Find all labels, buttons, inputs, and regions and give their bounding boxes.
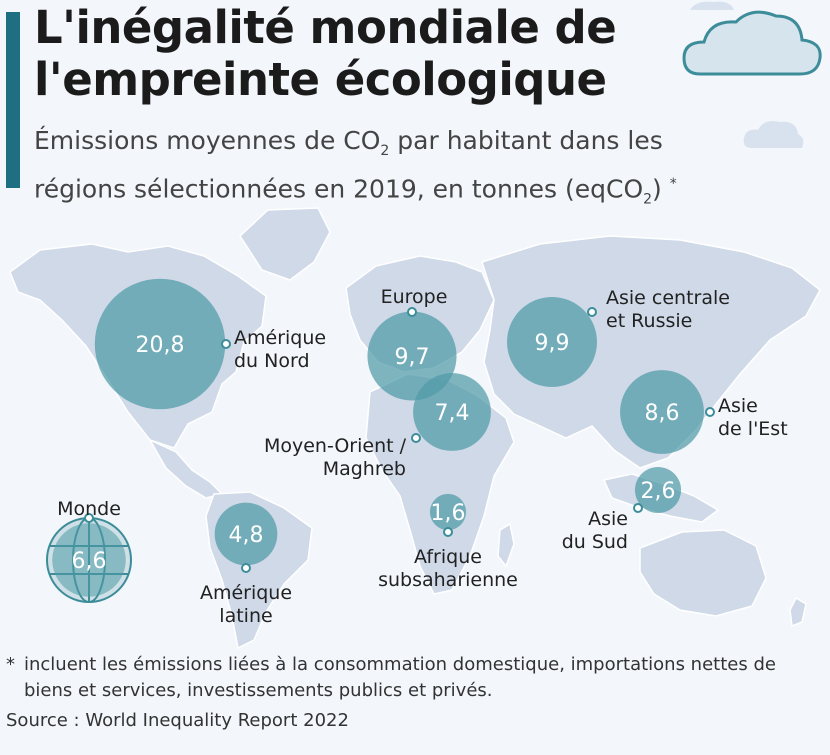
region-label-europe: Europe: [381, 286, 448, 308]
subtitle-asterisk: *: [669, 176, 677, 192]
region-label-monde: Monde: [57, 498, 121, 520]
marker-amerique-latine: [241, 563, 251, 573]
marker-europe: [407, 307, 417, 317]
region-label-asie-du-sud-line-2: du Sud: [562, 531, 628, 553]
marker-amerique-du-nord: [221, 339, 231, 349]
title-line-2: l'empreinte écologique: [34, 53, 607, 106]
map-land-central-america: [148, 438, 224, 499]
region-label-amerique-latine-line-1: Amérique: [200, 582, 292, 604]
region-label-asie-du-sud-line-1: Asie: [588, 508, 628, 530]
marker-moyen-orient-maghreb: [411, 433, 421, 443]
map-land-greenland: [239, 207, 331, 281]
region-label-asie-centrale-et-russie-line-2: et Russie: [606, 310, 692, 332]
value-label-monde: 6,6: [72, 549, 107, 574]
region-label-moyen-orient-maghreb-line-2: Maghreb: [323, 458, 406, 480]
subtitle-part-3: régions sélectionnées en 2019, en tonnes…: [34, 174, 644, 204]
marker-asie-du-sud: [633, 503, 643, 513]
bubble-asie-centrale-et-russie: [507, 297, 597, 387]
footnote-text: incluent les émissions liées à la consom…: [24, 654, 776, 701]
bubble-asie-du-sud: [634, 466, 682, 514]
marker-asie-de-l-est: [705, 407, 715, 417]
region-label-amerique-latine-line-2: latine: [219, 605, 272, 627]
region-label-afrique-subsaharienne-line-1: Afrique: [414, 546, 482, 568]
region-label-amerique-du-nord-line-1: Amérique: [234, 327, 326, 349]
subtitle-subscript-1: 2: [380, 143, 390, 159]
marker-afrique-subsaharienne: [443, 527, 453, 537]
bubble-monde: [52, 523, 126, 597]
region-label-asie-centrale-et-russie-line-1: Asie centrale: [606, 287, 730, 309]
cloud-icon: [682, 10, 822, 76]
cloud-icon: [690, 1, 804, 148]
subtitle-part-4: ): [652, 174, 670, 204]
region-label-afrique-subsaharienne-line-2: subsaharienne: [378, 569, 518, 591]
region-label-amerique-du-nord-line-2: du Nord: [234, 350, 310, 372]
subtitle-part-1: Émissions moyennes de CO: [34, 126, 381, 155]
value-label-afrique-subsaharienne: 1,6: [431, 501, 466, 526]
region-label-moyen-orient-maghreb-line-1: Moyen-Orient /: [264, 435, 407, 457]
region-label-asie-de-l-est-line-1: Asie: [718, 395, 758, 417]
map-land-new-zealand: [789, 596, 807, 628]
chart-subtitle: Émissions moyennes de CO2 par habitant d…: [34, 124, 754, 216]
map-land-australia: [639, 529, 767, 617]
value-label-moyen-orient-maghreb: 7,4: [435, 401, 470, 426]
subtitle-subscript-2: 2: [643, 191, 653, 208]
bubble-asie-de-l-est: [620, 370, 704, 454]
footnote-asterisk: *: [6, 654, 15, 675]
marker-monde: [84, 513, 94, 523]
region-label-asie-de-l-est-line-2: de l'Est: [718, 418, 788, 440]
footnote: * incluent les émissions liées à la cons…: [6, 652, 816, 704]
map-land-madagascar: [497, 522, 515, 568]
marker-asie-centrale-et-russie: [587, 307, 597, 317]
value-label-europe: 9,7: [395, 345, 430, 370]
bubble-amerique-du-nord: [94, 278, 226, 410]
title-line-1: L'inégalité mondiale de: [34, 1, 617, 54]
value-label-asie-centrale-et-russie: 9,9: [535, 331, 570, 356]
value-label-asie-de-l-est: 8,6: [645, 401, 680, 426]
subtitle-part-2: par habitant dans les: [389, 126, 663, 155]
title-accent-bar: [6, 12, 20, 188]
bubble-afrique-subsaharienne: [429, 493, 467, 531]
source-note: Source : World Inequality Report 2022: [6, 710, 349, 731]
bubble-amerique-latine: [214, 502, 278, 566]
value-label-amerique-latine: 4,8: [229, 523, 264, 548]
value-label-asie-du-sud: 2,6: [641, 479, 676, 504]
chart-title: L'inégalité mondiale de l'empreinte écolo…: [34, 2, 674, 106]
value-label-amerique-du-nord: 20,8: [136, 333, 185, 358]
bubble-moyen-orient-maghreb: [413, 373, 491, 451]
